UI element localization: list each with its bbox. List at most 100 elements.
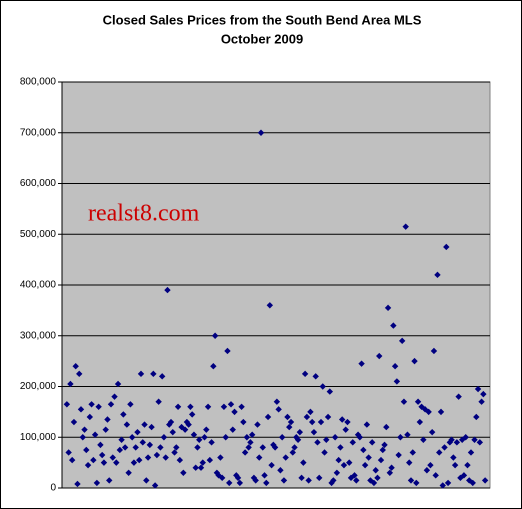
point [65,449,72,456]
point [450,454,457,461]
point [437,408,445,416]
annotation: realst8.com [88,201,200,227]
point [376,352,383,360]
point [247,439,254,446]
point [160,434,168,441]
point [268,461,275,469]
point [259,444,266,451]
point [377,456,385,464]
point [74,480,81,488]
point [121,444,129,451]
point [287,418,295,426]
point [349,439,356,446]
point [379,446,386,454]
point [460,472,468,479]
point [248,431,256,438]
point [275,406,282,413]
point [206,456,214,464]
point [439,482,446,489]
point [257,129,265,136]
chart-subtitle: October 2009 [221,31,303,46]
point [151,482,159,489]
point [226,479,233,487]
point [130,459,138,466]
point [158,373,166,380]
point [277,467,284,474]
point [136,456,143,464]
point [167,418,175,426]
point [301,370,309,378]
y-tick-label: 700,000 [20,127,57,138]
point [83,446,90,454]
point [240,418,247,426]
point [190,431,198,438]
point [169,428,176,436]
point [100,459,108,466]
y-tick-label: 300,000 [20,330,57,341]
point [321,449,328,456]
point [236,479,244,487]
point [473,413,480,421]
point [361,461,369,469]
y-tick-label: 600,000 [20,178,57,189]
point [284,413,291,421]
point [455,393,462,400]
point [173,444,180,451]
point [414,398,422,405]
point [407,477,415,484]
point [391,363,399,370]
point [286,423,293,431]
point [296,428,304,436]
point [409,449,416,456]
point [187,403,194,410]
point [324,413,332,421]
point [291,444,298,451]
point [372,467,379,474]
point [210,363,217,370]
point [316,474,323,482]
point [427,461,434,469]
point [478,398,485,405]
point [218,474,226,482]
point [330,477,337,484]
point [231,408,238,416]
point [467,449,475,456]
point [229,426,236,433]
point [141,421,148,428]
point [469,479,476,487]
point [192,464,199,471]
point [307,408,314,416]
point [340,461,348,469]
point [317,418,325,426]
point [98,451,106,459]
point [102,426,109,433]
point [331,434,339,441]
point [185,421,192,428]
point [420,436,427,443]
point [476,439,484,446]
point [480,390,487,398]
point [432,472,439,479]
point [300,459,307,466]
point [134,428,141,436]
point [224,347,231,355]
point [314,439,321,446]
point [393,378,401,385]
point [81,426,88,433]
point [351,472,358,479]
point [243,434,251,441]
point [171,449,178,456]
point [109,454,116,461]
point [77,406,85,413]
point [346,459,353,466]
point [443,243,450,251]
point [180,469,187,476]
point [123,421,131,428]
point [256,454,263,461]
point [282,454,289,461]
point [245,444,252,451]
point [337,444,344,451]
point [114,380,122,388]
point [386,469,394,476]
